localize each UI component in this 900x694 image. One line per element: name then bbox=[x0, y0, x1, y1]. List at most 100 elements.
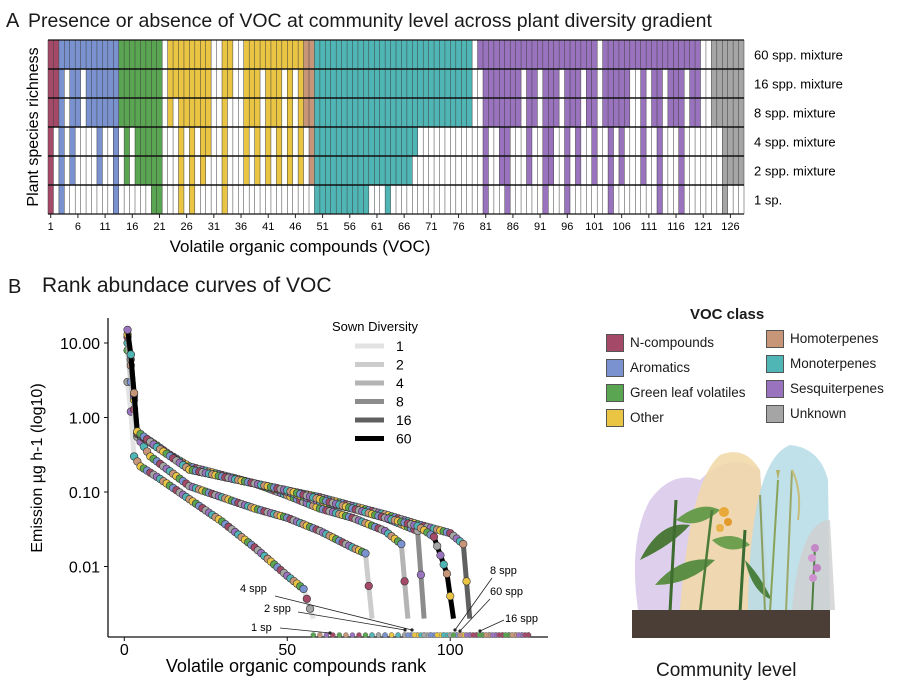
heatmap-cell bbox=[314, 40, 320, 69]
heatmap-cell bbox=[455, 69, 462, 98]
heatmap-cell bbox=[75, 69, 81, 98]
heatmap-cell bbox=[602, 40, 609, 69]
heatmap-cell bbox=[455, 98, 462, 127]
heatmap-cell bbox=[303, 127, 309, 156]
legend-item-other: Other bbox=[606, 405, 746, 430]
heatmap-cell bbox=[222, 40, 228, 69]
curve-annotation: 2 spp bbox=[264, 603, 291, 615]
heatmap-cell bbox=[385, 69, 391, 98]
heatmap-cell bbox=[341, 69, 348, 98]
heatmap-cell bbox=[678, 98, 685, 127]
heatmap-cell bbox=[287, 40, 293, 69]
heatmap-cell bbox=[96, 40, 103, 69]
heatmap-cell bbox=[140, 185, 146, 214]
heatmap-cell bbox=[292, 127, 299, 156]
heatmap-cell bbox=[303, 98, 309, 127]
heatmap-cell bbox=[216, 98, 222, 127]
heatmap-cell bbox=[319, 69, 326, 98]
voc-legend-col-1: N-compounds Aromatics Green leaf volatil… bbox=[606, 330, 746, 430]
heatmap-cell bbox=[477, 98, 483, 127]
heatmap-cell bbox=[716, 69, 723, 98]
heatmap-cell bbox=[493, 156, 500, 185]
heatmap-cell bbox=[151, 185, 157, 214]
heatmap-cell bbox=[64, 98, 70, 127]
heatmap-cell bbox=[232, 69, 239, 98]
heatmap-cell bbox=[58, 185, 65, 214]
heatmap-cell bbox=[347, 127, 353, 156]
rank-point bbox=[436, 551, 445, 560]
heatmap-cell bbox=[428, 98, 435, 127]
heatmap-cell bbox=[379, 185, 386, 214]
heatmap-cell bbox=[352, 40, 358, 69]
heatmap-cell bbox=[270, 185, 277, 214]
heatmap-cell bbox=[292, 69, 299, 98]
rank-baseline-point bbox=[382, 632, 388, 638]
heatmap-cell bbox=[618, 127, 625, 156]
heatmap-cell bbox=[434, 40, 440, 69]
heatmap-cell bbox=[526, 156, 532, 185]
heatmap-cell bbox=[124, 185, 130, 214]
heatmap-cell bbox=[102, 40, 108, 69]
heatmap-cell bbox=[319, 156, 326, 185]
heatmap-cell bbox=[608, 185, 614, 214]
heatmap-cell bbox=[483, 98, 489, 127]
heatmap-cell bbox=[330, 98, 337, 127]
heatmap-cell bbox=[401, 156, 407, 185]
rank-baseline-point bbox=[411, 632, 418, 638]
heatmap-cell bbox=[689, 185, 696, 214]
sown-diversity-label: 60 bbox=[396, 431, 412, 447]
heatmap-cell bbox=[580, 127, 587, 156]
heatmap-cell bbox=[368, 98, 375, 127]
heatmap-cell bbox=[243, 127, 250, 156]
annotation-arrow bbox=[297, 611, 406, 631]
heatmap-cell bbox=[417, 156, 424, 185]
rank-y-label: Emission µg h-1 (log10) bbox=[29, 383, 46, 552]
heatmap-cell bbox=[439, 98, 445, 127]
heatmap-cell bbox=[461, 40, 467, 69]
heatmap-cell bbox=[635, 98, 641, 127]
heatmap-cell bbox=[624, 185, 630, 214]
heatmap-cell bbox=[145, 69, 152, 98]
heatmap-cell bbox=[265, 185, 271, 214]
heatmap-cell bbox=[406, 156, 413, 185]
heatmap-cell bbox=[124, 40, 130, 69]
heatmap-cell bbox=[385, 98, 391, 127]
heatmap-cell bbox=[156, 98, 163, 127]
heatmap-cell bbox=[483, 185, 489, 214]
heatmap-cell bbox=[200, 156, 206, 185]
heatmap-cell bbox=[466, 185, 473, 214]
heatmap-cell bbox=[243, 156, 250, 185]
heatmap-cell bbox=[363, 156, 369, 185]
heatmap-cell bbox=[390, 40, 396, 69]
heatmap-cell bbox=[167, 185, 174, 214]
heatmap-cell bbox=[515, 69, 522, 98]
heatmap-cell bbox=[211, 185, 217, 214]
heatmap-cell bbox=[162, 40, 168, 69]
rank-series bbox=[123, 325, 532, 638]
heatmap-cell bbox=[205, 185, 212, 214]
heatmap-cell bbox=[194, 69, 201, 98]
heatmap-cell bbox=[298, 156, 304, 185]
heatmap-cell bbox=[91, 185, 97, 214]
heatmap-cell bbox=[363, 185, 369, 214]
heatmap-cell bbox=[298, 127, 304, 156]
heatmap-cell bbox=[178, 98, 184, 127]
heatmap-cell bbox=[727, 185, 734, 214]
heatmap-cell bbox=[145, 156, 152, 185]
heatmap-cell bbox=[118, 185, 125, 214]
heatmap-cell bbox=[86, 185, 92, 214]
heatmap-cell bbox=[472, 185, 478, 214]
rank-point bbox=[397, 539, 406, 549]
heatmap-cell bbox=[401, 185, 407, 214]
heatmap-cell bbox=[477, 185, 483, 214]
heatmap-cell bbox=[613, 127, 619, 156]
heatmap-x-tick-label: 81 bbox=[480, 221, 492, 233]
heatmap-cell bbox=[265, 40, 271, 69]
annotation-arrowhead bbox=[403, 628, 407, 632]
heatmap-x-tick-label: 91 bbox=[534, 221, 546, 233]
heatmap-cell bbox=[624, 40, 630, 69]
legend-label: Homoterpenes bbox=[790, 331, 879, 346]
heatmap-x-tick-label: 26 bbox=[181, 221, 193, 233]
heatmap-cell bbox=[135, 127, 141, 156]
heatmap-x-tick-label: 36 bbox=[235, 221, 247, 233]
